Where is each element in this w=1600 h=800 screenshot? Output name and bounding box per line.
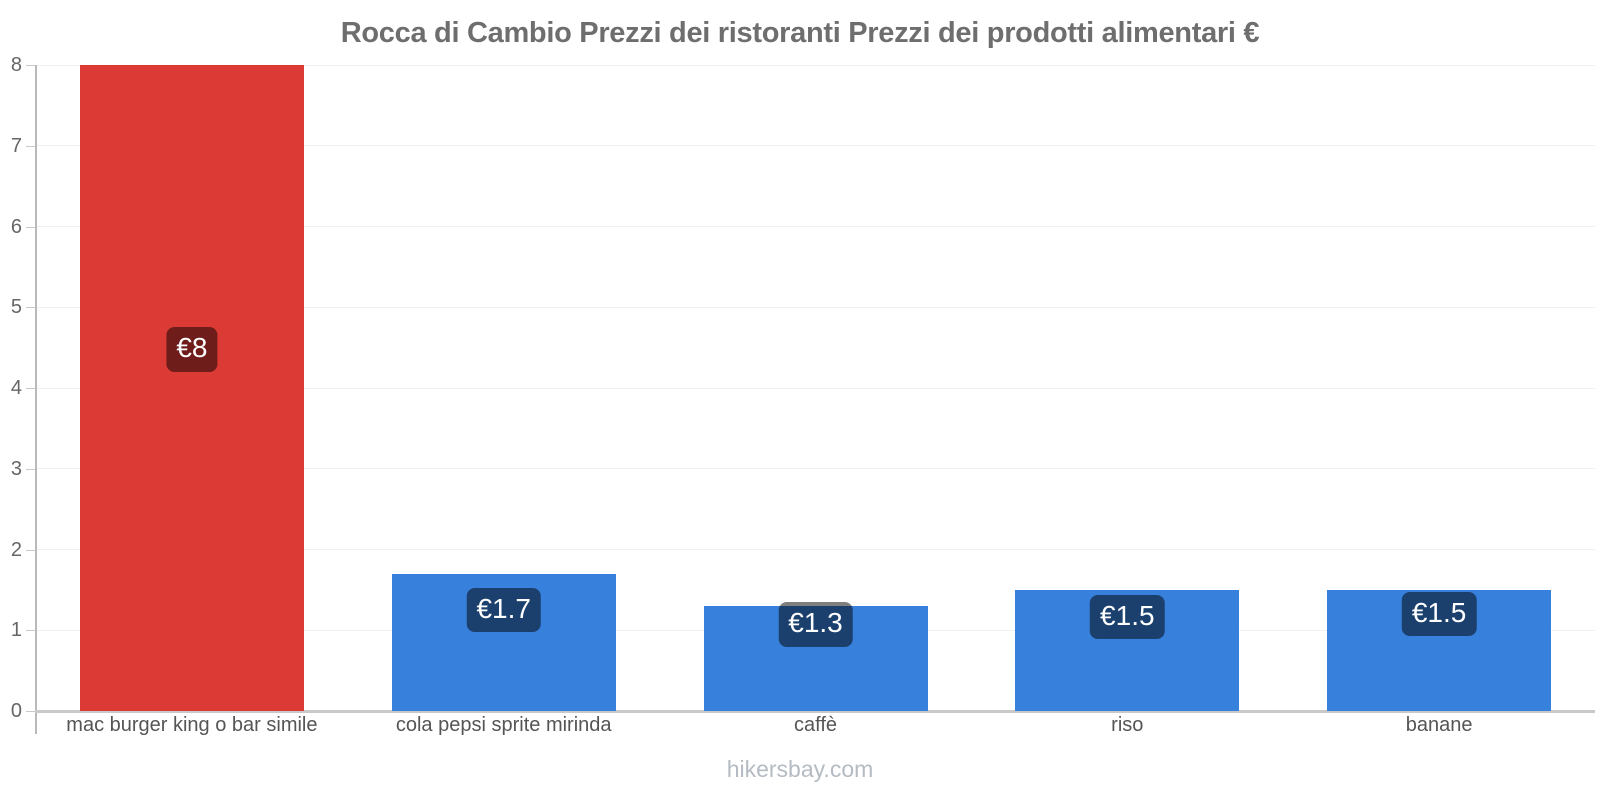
y-axis-tick-8 <box>26 65 36 66</box>
bar-mac-burger-king-o-bar-simile[interactable] <box>79 65 304 711</box>
category-label-banane: banane <box>1405 714 1473 736</box>
chart-title: Rocca di Cambio Prezzi dei ristoranti Pr… <box>340 17 1260 49</box>
grid-line-5 <box>36 306 1595 308</box>
value-label-mac-burger-king-o-bar-simile: €8 <box>166 327 218 372</box>
y-axis-tick-1 <box>26 630 36 632</box>
y-axis-label-2: 2 <box>10 538 22 561</box>
grid-line-6 <box>36 226 1595 227</box>
y-axis-tick-7 <box>26 145 36 147</box>
footer-link[interactable]: hikersbay.com <box>726 756 874 782</box>
y-axis-tick-4 <box>26 388 36 389</box>
y-axis-label-4: 4 <box>10 377 22 399</box>
y-axis-line <box>35 65 37 734</box>
grid-line-4 <box>36 387 1595 389</box>
y-axis-label-6: 6 <box>10 215 22 238</box>
y-axis-label-8: 8 <box>10 54 22 76</box>
value-label-banane: €1.5 <box>1401 591 1477 637</box>
y-axis-label-0: 0 <box>10 700 22 722</box>
category-label-caffè: caffè <box>794 714 837 736</box>
grid-line-7 <box>36 145 1595 147</box>
y-axis-tick-3 <box>26 468 36 470</box>
y-axis-tick-0 <box>26 711 36 712</box>
grid-line-3 <box>36 468 1595 470</box>
category-label-riso: riso <box>1111 714 1144 736</box>
y-axis-label-1: 1 <box>10 619 22 642</box>
y-axis-label-3: 3 <box>10 457 22 480</box>
category-label-cola-pepsi-sprite-mirinda: cola pepsi sprite mirinda <box>395 714 612 736</box>
y-axis-label-7: 7 <box>10 134 22 157</box>
y-axis-tick-5 <box>26 307 36 309</box>
value-label-riso: €1.5 <box>1090 594 1165 640</box>
category-label-mac-burger-king-o-bar-simile: mac burger king o bar simile <box>66 714 318 736</box>
grid-line-8 <box>36 64 1595 66</box>
grid-line-2 <box>36 549 1595 550</box>
value-label-cola-pepsi-sprite-mirinda: €1.7 <box>466 587 541 633</box>
value-label-caffè: €1.3 <box>778 602 853 647</box>
y-axis-label-5: 5 <box>10 296 22 319</box>
x-axis-line <box>35 710 1595 713</box>
y-axis-tick-2 <box>26 549 36 551</box>
y-axis-tick-6 <box>26 226 36 228</box>
